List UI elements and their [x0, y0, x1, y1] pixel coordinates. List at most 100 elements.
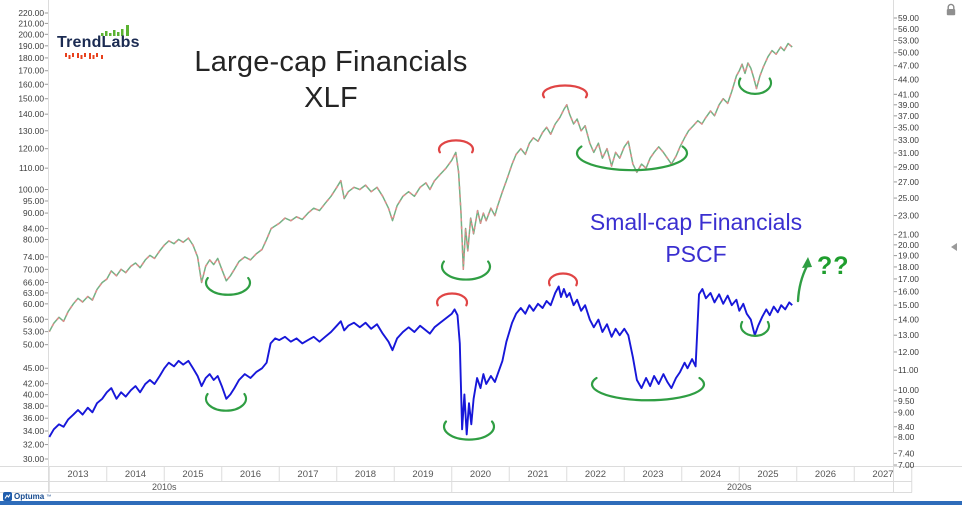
right-axis-tick-label[interactable]: 27.00 [898, 177, 919, 187]
left-axis-tick-label[interactable]: 220.00 [18, 8, 44, 18]
right-axis-tick-label[interactable]: 16.00 [898, 287, 919, 297]
right-axis-tick-label[interactable]: 39.00 [898, 100, 919, 110]
xlf-title-annotation[interactable]: Large-cap Financials XLF [173, 44, 489, 116]
right-axis-tick-label[interactable]: 50.00 [898, 48, 919, 58]
right-axis-tick-label[interactable]: 10.00 [898, 385, 919, 395]
x-year-label[interactable]: 2024 [700, 469, 721, 480]
left-axis-tick-label[interactable]: 32.00 [23, 440, 44, 450]
left-axis-tick-label[interactable]: 84.00 [23, 224, 44, 234]
axis-lock-icon[interactable] [944, 3, 958, 17]
pscf-title-annotation[interactable]: Small-cap Financials PSCF [553, 206, 839, 270]
right-axis-tick-label[interactable]: 17.00 [898, 274, 919, 284]
green-support-arc-annotation[interactable] [440, 260, 492, 281]
left-axis-tick-label[interactable]: 36.00 [23, 413, 44, 423]
right-axis-tick-label[interactable]: 14.00 [898, 315, 919, 325]
right-axis-tick-label[interactable]: 31.00 [898, 148, 919, 158]
right-axis-tick-label[interactable]: 20.00 [898, 240, 919, 250]
x-year-label[interactable]: 2023 [642, 469, 663, 480]
left-axis-tick-label[interactable]: 60.00 [23, 299, 44, 309]
left-axis-tick-label[interactable]: 190.00 [18, 41, 44, 51]
red-top-arc-annotation[interactable] [541, 84, 589, 99]
left-axis-tick-label[interactable]: 50.00 [23, 340, 44, 350]
x-year-label[interactable]: 2015 [182, 469, 203, 480]
x-year-label[interactable]: 2018 [355, 469, 376, 480]
left-axis-tick-label[interactable]: 70.00 [23, 264, 44, 274]
left-axis-tick-label[interactable]: 34.00 [23, 426, 44, 436]
right-axis-tick-label[interactable]: 23.00 [898, 211, 919, 221]
right-axis-tick-label[interactable]: 8.40 [898, 422, 915, 432]
right-axis-tick-label[interactable]: 59.00 [898, 13, 919, 23]
x-year-label[interactable]: 2014 [125, 469, 146, 480]
x-year-label[interactable]: 2027 [872, 469, 893, 480]
left-axis-tick-label[interactable]: 74.00 [23, 252, 44, 262]
x-year-label[interactable]: 2016 [240, 469, 261, 480]
left-axis-tick-label[interactable]: 140.00 [18, 109, 44, 119]
left-axis-tick-label[interactable]: 40.00 [23, 390, 44, 400]
right-axis-tick-label[interactable]: 29.00 [898, 162, 919, 172]
green-support-arc-annotation[interactable] [442, 420, 496, 441]
left-axis-tick-label[interactable]: 42.00 [23, 379, 44, 389]
left-axis-tick-label[interactable]: 90.00 [23, 208, 44, 218]
right-axis-tick-label[interactable]: 19.00 [898, 251, 919, 261]
left-axis-tick-label[interactable]: 120.00 [18, 144, 44, 154]
left-axis-tick-label[interactable]: 53.00 [23, 327, 44, 337]
left-axis-tick-label[interactable]: 63.00 [23, 288, 44, 298]
red-top-arc-annotation[interactable] [436, 292, 469, 307]
panel-collapse-arrow-icon[interactable] [951, 243, 957, 251]
left-axis-tick-label[interactable]: 95.00 [23, 196, 44, 206]
left-axis-tick-label[interactable]: 200.00 [18, 29, 44, 39]
x-year-label[interactable]: 2020 [470, 469, 491, 480]
left-axis-tick-label[interactable]: 56.00 [23, 314, 44, 324]
left-axis-tick-label[interactable]: 170.00 [18, 66, 44, 76]
green-support-arc-annotation[interactable] [204, 392, 248, 412]
right-axis-tick-label[interactable]: 9.50 [898, 396, 915, 406]
x-year-label[interactable]: 2013 [67, 469, 88, 480]
right-axis-tick-label[interactable]: 37.00 [898, 111, 919, 121]
right-axis-tick-label[interactable]: 13.00 [898, 330, 919, 340]
right-axis-tick-label[interactable]: 21.00 [898, 230, 919, 240]
x-year-label[interactable]: 2021 [527, 469, 548, 480]
pscf-series-path[interactable] [48, 285, 793, 438]
right-axis-tick-label[interactable]: 12.00 [898, 347, 919, 357]
red-top-arc-annotation[interactable] [547, 272, 579, 287]
x-year-label[interactable]: 2025 [757, 469, 778, 480]
left-axis-tick-label[interactable]: 180.00 [18, 53, 44, 63]
right-axis-tick-label[interactable]: 33.00 [898, 135, 919, 145]
question-marks-annotation[interactable]: ?? [817, 252, 850, 280]
green-support-arc-annotation[interactable] [204, 276, 252, 296]
right-axis-tick-label[interactable]: 25.00 [898, 193, 919, 203]
left-axis-tick-label[interactable]: 150.00 [18, 94, 44, 104]
left-axis-tick-label[interactable]: 160.00 [18, 79, 44, 89]
right-axis-tick-label[interactable]: 7.40 [898, 448, 915, 458]
left-axis-tick-label[interactable]: 210.00 [18, 18, 44, 28]
right-axis-tick-label[interactable]: 18.00 [898, 262, 919, 272]
left-axis-tick-label[interactable]: 100.00 [18, 184, 44, 194]
right-axis-tick-label[interactable]: 35.00 [898, 123, 919, 133]
right-axis-tick-label[interactable]: 9.00 [898, 407, 915, 417]
green-arrow-annotation[interactable] [796, 264, 809, 303]
green-support-arc-annotation[interactable] [590, 376, 706, 402]
right-axis-tick-label[interactable]: 7.00 [898, 460, 915, 470]
green-support-arc-annotation[interactable] [737, 77, 773, 95]
right-axis-tick-label[interactable]: 8.00 [898, 432, 915, 442]
right-axis-tick-label[interactable]: 11.00 [898, 365, 919, 375]
right-axis-tick-label[interactable]: 41.00 [898, 89, 919, 99]
green-support-arc-annotation[interactable] [739, 320, 771, 337]
left-axis-tick-label[interactable]: 30.00 [23, 454, 44, 464]
left-axis-tick-label[interactable]: 45.00 [23, 363, 44, 373]
left-axis-tick-label[interactable]: 130.00 [18, 126, 44, 136]
left-axis-tick-label[interactable]: 110.00 [19, 163, 44, 173]
x-year-label[interactable]: 2019 [412, 469, 433, 480]
right-axis-tick-label[interactable]: 15.00 [898, 300, 919, 310]
right-axis-tick-label[interactable]: 47.00 [898, 61, 919, 71]
x-year-label[interactable]: 2017 [297, 469, 318, 480]
green-support-arc-annotation[interactable] [575, 145, 689, 172]
left-axis-tick-label[interactable]: 38.00 [23, 401, 44, 411]
red-top-arc-annotation[interactable] [437, 139, 475, 154]
right-axis-tick-label[interactable]: 53.00 [898, 35, 919, 45]
left-axis-tick-label[interactable]: 66.00 [23, 278, 44, 288]
x-year-label[interactable]: 2026 [815, 469, 836, 480]
right-axis-tick-label[interactable]: 56.00 [898, 24, 919, 34]
x-year-label[interactable]: 2022 [585, 469, 606, 480]
